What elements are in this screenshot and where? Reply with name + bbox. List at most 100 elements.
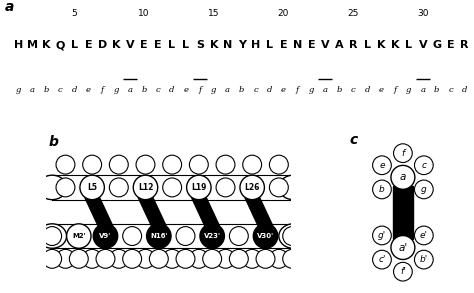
Circle shape (82, 249, 101, 268)
Circle shape (269, 155, 288, 174)
Text: a: a (420, 86, 425, 94)
Text: 25: 25 (347, 9, 359, 18)
Circle shape (256, 226, 275, 246)
Text: d: d (400, 197, 406, 206)
Circle shape (176, 226, 195, 246)
Circle shape (96, 249, 115, 268)
Text: 20: 20 (278, 9, 289, 18)
Circle shape (176, 249, 195, 268)
Text: L: L (266, 40, 273, 50)
Ellipse shape (37, 175, 66, 200)
Text: a: a (5, 0, 14, 14)
Text: Y: Y (237, 40, 246, 50)
Circle shape (80, 175, 104, 200)
Text: E: E (308, 40, 315, 50)
Text: E: E (447, 40, 455, 50)
Circle shape (82, 155, 101, 174)
Circle shape (43, 249, 62, 268)
Text: L26: L26 (245, 183, 260, 192)
Circle shape (283, 249, 301, 268)
Text: c: c (350, 133, 358, 147)
Text: R: R (349, 40, 357, 50)
Circle shape (243, 155, 262, 174)
Circle shape (240, 175, 264, 200)
Text: M2': M2' (72, 233, 86, 239)
Circle shape (414, 180, 433, 199)
Circle shape (149, 249, 168, 268)
Text: e: e (281, 86, 286, 94)
Text: E: E (140, 40, 148, 50)
Circle shape (136, 155, 155, 174)
Text: V30': V30' (257, 233, 274, 239)
Text: d: d (169, 86, 174, 94)
Text: d: d (267, 86, 272, 94)
Text: V23': V23' (204, 233, 221, 239)
Text: E: E (84, 40, 92, 50)
Circle shape (269, 178, 288, 197)
Text: N: N (293, 40, 302, 50)
Text: e: e (379, 161, 385, 170)
Circle shape (216, 249, 235, 268)
Text: 5: 5 (72, 9, 77, 18)
Circle shape (136, 249, 155, 268)
Text: V: V (126, 40, 135, 50)
Text: 15: 15 (208, 9, 219, 18)
Circle shape (393, 214, 412, 233)
Circle shape (109, 178, 128, 197)
Text: a: a (225, 86, 230, 94)
Text: a: a (30, 86, 35, 94)
Circle shape (229, 226, 248, 246)
Circle shape (56, 178, 75, 197)
Polygon shape (245, 197, 273, 226)
Circle shape (393, 192, 412, 211)
Text: a: a (128, 86, 133, 94)
Circle shape (391, 165, 415, 189)
Text: S: S (196, 40, 204, 50)
Text: H: H (14, 40, 23, 50)
Text: d': d' (399, 219, 407, 228)
Text: e: e (86, 86, 91, 94)
Circle shape (69, 249, 88, 268)
Text: L19: L19 (191, 183, 207, 192)
Circle shape (256, 249, 275, 268)
Ellipse shape (279, 224, 308, 248)
Circle shape (69, 226, 88, 246)
Text: D: D (98, 40, 107, 50)
Text: A: A (335, 40, 344, 50)
Circle shape (66, 224, 91, 248)
Text: d: d (462, 86, 467, 94)
Text: f: f (393, 86, 396, 94)
Circle shape (149, 226, 168, 246)
Circle shape (373, 226, 392, 245)
Text: c: c (421, 161, 426, 170)
Text: K: K (112, 40, 120, 50)
Text: f: f (296, 86, 299, 94)
Circle shape (163, 155, 182, 174)
Circle shape (163, 178, 182, 197)
Text: M: M (27, 40, 38, 50)
Polygon shape (138, 197, 166, 226)
Circle shape (373, 250, 392, 269)
Circle shape (56, 155, 75, 174)
Text: K: K (391, 40, 399, 50)
Circle shape (187, 175, 211, 200)
Text: L: L (405, 40, 412, 50)
Text: b: b (337, 86, 342, 94)
Text: f: f (401, 149, 404, 158)
Text: L: L (182, 40, 190, 50)
Text: d: d (365, 86, 370, 94)
Text: f: f (101, 86, 104, 94)
Circle shape (82, 178, 101, 197)
Text: e': e' (420, 231, 428, 240)
Text: g': g' (378, 231, 386, 240)
Circle shape (163, 249, 182, 268)
Text: N: N (223, 40, 232, 50)
Text: g: g (406, 86, 411, 94)
Text: b: b (379, 185, 385, 194)
Circle shape (391, 236, 415, 260)
Circle shape (373, 156, 392, 175)
Circle shape (253, 224, 278, 248)
Ellipse shape (279, 175, 308, 200)
Circle shape (393, 262, 412, 281)
Text: K: K (377, 40, 385, 50)
